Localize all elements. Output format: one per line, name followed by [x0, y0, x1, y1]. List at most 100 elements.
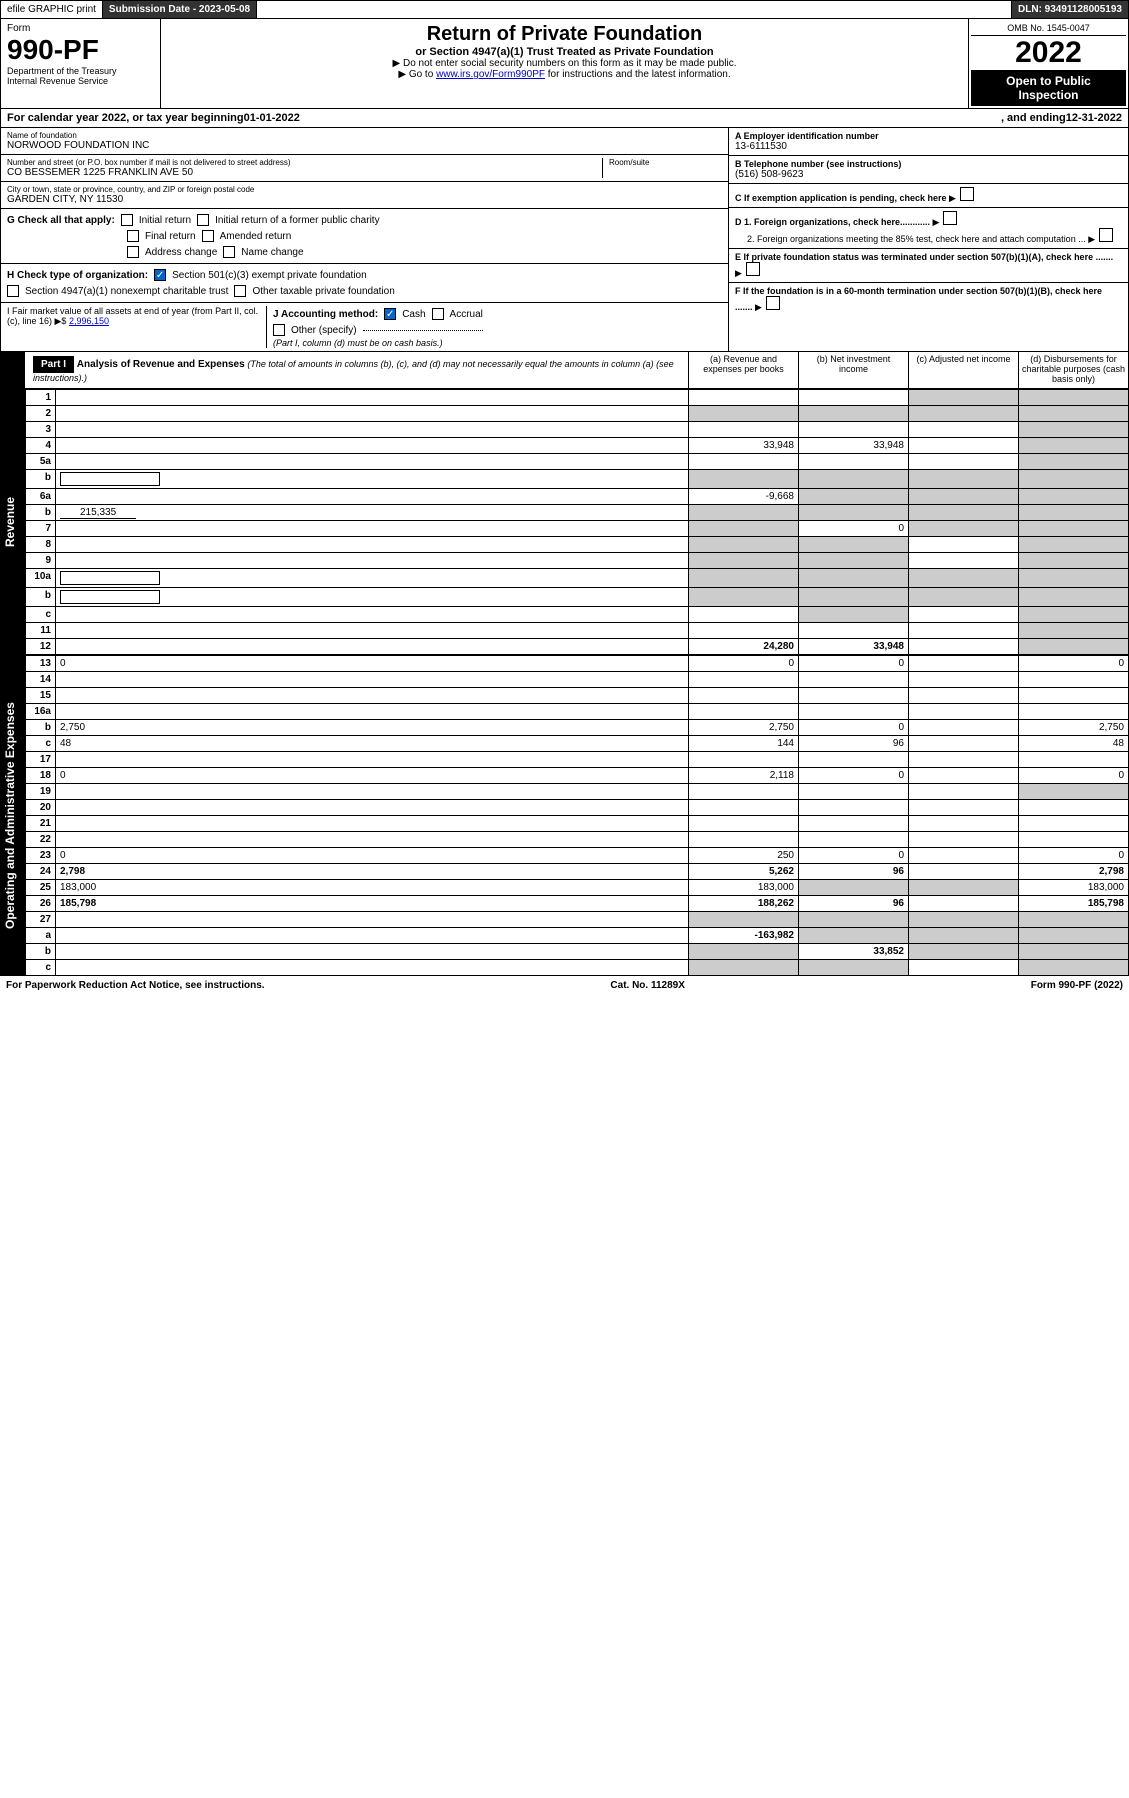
- row-number: 20: [26, 800, 56, 816]
- chk-4947[interactable]: [7, 285, 19, 297]
- addr-label: Number and street (or P.O. box number if…: [7, 158, 602, 167]
- chk-final[interactable]: [127, 230, 139, 242]
- amount-cell: [909, 623, 1019, 639]
- amount-cell: [909, 390, 1019, 406]
- chk-amended[interactable]: [202, 230, 214, 242]
- chk-name[interactable]: [223, 246, 235, 258]
- row-number: 15: [26, 688, 56, 704]
- chk-501c3[interactable]: ✓: [154, 269, 166, 281]
- amount-cell: 0: [799, 768, 909, 784]
- amount-cell: [799, 832, 909, 848]
- j-note: (Part I, column (d) must be on cash basi…: [273, 338, 722, 348]
- chk-other-taxable[interactable]: [234, 285, 246, 297]
- amount-cell: [799, 960, 909, 976]
- row-desc: [56, 832, 689, 848]
- row-desc: 183,000: [56, 880, 689, 896]
- row-desc: [56, 553, 689, 569]
- row-desc: 185,798: [56, 896, 689, 912]
- amount-cell: [1019, 553, 1129, 569]
- phone-label: B Telephone number (see instructions): [735, 159, 901, 169]
- c-label: C If exemption application is pending, c…: [735, 193, 947, 203]
- table-row: 21: [26, 816, 1129, 832]
- amount-cell: 33,852: [799, 944, 909, 960]
- efile-label[interactable]: efile GRAPHIC print: [1, 1, 103, 18]
- amount-cell: 96: [799, 736, 909, 752]
- amount-cell: [799, 912, 909, 928]
- j-accrual: Accrual: [450, 309, 483, 320]
- e-box[interactable]: [746, 262, 760, 276]
- amount-cell: [689, 832, 799, 848]
- footer-mid: Cat. No. 11289X: [610, 980, 684, 991]
- amount-cell: 144: [689, 736, 799, 752]
- part1-label: Part I: [33, 356, 74, 373]
- footer: For Paperwork Reduction Act Notice, see …: [0, 976, 1129, 995]
- row-desc: [56, 960, 689, 976]
- d2-box[interactable]: [1099, 228, 1113, 242]
- row-number: 1: [26, 390, 56, 406]
- row-number: 19: [26, 784, 56, 800]
- amount-cell: [1019, 816, 1129, 832]
- table-row: 16a: [26, 704, 1129, 720]
- amount-cell: [1019, 960, 1129, 976]
- row-number: b: [26, 588, 56, 607]
- table-row: 19: [26, 784, 1129, 800]
- amount-cell: 183,000: [689, 880, 799, 896]
- row-number: 10a: [26, 569, 56, 588]
- h-opt3: Other taxable private foundation: [252, 286, 394, 297]
- form990pf-link[interactable]: www.irs.gov/Form990PF: [436, 69, 545, 80]
- amount-cell: [909, 672, 1019, 688]
- chk-accrual[interactable]: [432, 308, 444, 320]
- amount-cell: [689, 406, 799, 422]
- i-value[interactable]: 2,996,150: [69, 316, 109, 326]
- c-box[interactable]: [960, 187, 974, 201]
- city-label: City or town, state or province, country…: [7, 185, 722, 194]
- row-number: 4: [26, 438, 56, 454]
- amount-cell: 188,262: [689, 896, 799, 912]
- amount-cell: [799, 623, 909, 639]
- amount-cell: [909, 639, 1019, 655]
- foundation-name: NORWOOD FOUNDATION INC: [7, 140, 722, 151]
- d1-box[interactable]: [943, 211, 957, 225]
- table-row: 7 0: [26, 521, 1129, 537]
- chk-other-method[interactable]: [273, 324, 285, 336]
- part1-header-row: Part I Analysis of Revenue and Expenses …: [0, 352, 1129, 389]
- row-number: 23: [26, 848, 56, 864]
- chk-initial-former[interactable]: [197, 214, 209, 226]
- calyear-begin: 01-01-2022: [244, 112, 300, 124]
- addr-row: Number and street (or P.O. box number if…: [1, 155, 728, 182]
- row-number: 18: [26, 768, 56, 784]
- row-number: 12: [26, 639, 56, 655]
- amount-cell: [799, 489, 909, 505]
- amount-cell: [909, 470, 1019, 489]
- chk-address[interactable]: [127, 246, 139, 258]
- row-number: 2: [26, 406, 56, 422]
- row-desc: 48: [56, 736, 689, 752]
- form-subtitle: or Section 4947(a)(1) Trust Treated as P…: [165, 46, 964, 58]
- row-number: 21: [26, 816, 56, 832]
- table-row: 20: [26, 800, 1129, 816]
- table-row: 3: [26, 422, 1129, 438]
- row-desc: 0: [56, 768, 689, 784]
- amount-cell: [909, 406, 1019, 422]
- amount-cell: [1019, 537, 1129, 553]
- amount-cell: [689, 623, 799, 639]
- amount-cell: [909, 489, 1019, 505]
- amount-cell: [1019, 800, 1129, 816]
- chk-initial-return[interactable]: [121, 214, 133, 226]
- chk-cash[interactable]: ✓: [384, 308, 396, 320]
- amount-cell: 0: [689, 656, 799, 672]
- table-row: 9: [26, 553, 1129, 569]
- amount-cell: 2,750: [689, 720, 799, 736]
- amount-cell: [1019, 390, 1129, 406]
- name-cell: Name of foundation NORWOOD FOUNDATION IN…: [1, 128, 728, 155]
- col-a-hdr: (a) Revenue and expenses per books: [688, 352, 798, 388]
- amount-cell: [799, 672, 909, 688]
- amount-cell: [799, 688, 909, 704]
- table-row: 4 33,94833,948: [26, 438, 1129, 454]
- table-row: 2: [26, 406, 1129, 422]
- row-number: 24: [26, 864, 56, 880]
- table-row: 27: [26, 912, 1129, 928]
- table-row: 8: [26, 537, 1129, 553]
- f-box[interactable]: [766, 296, 780, 310]
- form-header: Form 990-PF Department of the Treasury I…: [0, 19, 1129, 109]
